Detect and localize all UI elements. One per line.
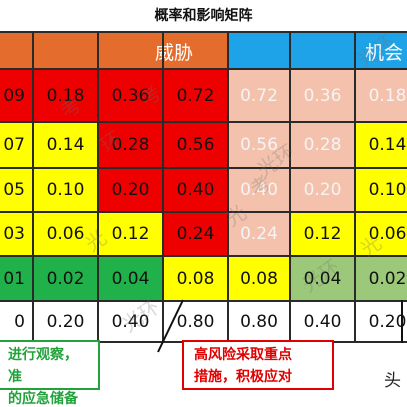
matrix-cell: 0.56 xyxy=(228,122,290,168)
matrix-cell: 0.02 xyxy=(33,256,98,301)
center-note-box: 高风险采取重点 措施，积极应对 xyxy=(182,340,334,390)
row-label: 01 xyxy=(0,256,33,301)
matrix-cell: 0.20 xyxy=(355,301,407,342)
left-note-box: 进行观察，准 的应急储备 xyxy=(0,340,100,407)
matrix-cell: 0.36 xyxy=(290,69,355,122)
matrix-cell: 0.10 xyxy=(33,168,98,212)
matrix-cell: 0.40 xyxy=(290,301,355,342)
matrix-cell: 0.02 xyxy=(355,256,407,301)
grid-line xyxy=(162,33,164,342)
grid-line xyxy=(32,33,34,342)
matrix-cell: 0.24 xyxy=(163,212,228,256)
row-label: 0 xyxy=(0,301,33,342)
matrix-cell: 0.20 xyxy=(290,168,355,212)
center-note-line-1: 高风险采取重点 xyxy=(194,347,292,363)
grid-line xyxy=(0,211,407,213)
matrix-cell: 0.12 xyxy=(98,212,163,256)
matrix-cell: 0.06 xyxy=(33,212,98,256)
matrix-cell: 0.14 xyxy=(33,122,98,168)
chart-title: 概率和影响矩阵 xyxy=(154,8,253,24)
grid-line xyxy=(354,33,356,342)
matrix-cell: 0.08 xyxy=(228,256,290,301)
band-opportunity: 机会 xyxy=(228,33,407,69)
matrix-cell: 0.80 xyxy=(163,301,228,342)
matrix-cell: 0.36 xyxy=(98,69,163,122)
left-note-line-2: 的应急储备 xyxy=(8,391,78,407)
grid-line xyxy=(0,121,407,123)
center-note-line-2: 措施，积极应对 xyxy=(194,369,292,385)
matrix-cell: 0.40 xyxy=(163,168,228,212)
row-label: 05 xyxy=(0,168,33,212)
grid-line xyxy=(227,33,229,342)
left-note-line-1: 进行观察，准 xyxy=(8,347,78,385)
matrix-cell: 0.72 xyxy=(228,69,290,122)
matrix-cell: 0.20 xyxy=(98,168,163,212)
matrix-cell: 0.40 xyxy=(228,168,290,212)
matrix-cell: 0.06 xyxy=(355,212,407,256)
matrix-cell: 0.28 xyxy=(98,122,163,168)
grid-line xyxy=(0,300,407,302)
matrix-cell: 0.24 xyxy=(228,212,290,256)
matrix-cell: 0.08 xyxy=(163,256,228,301)
grid-line xyxy=(0,31,407,33)
matrix-cell: 0.04 xyxy=(98,256,163,301)
matrix-cell: 0.40 xyxy=(98,301,163,342)
row-label: 07 xyxy=(0,122,33,168)
row-label: 03 xyxy=(0,212,33,256)
matrix-cell: 0.72 xyxy=(163,69,228,122)
matrix-cell: 0.56 xyxy=(163,122,228,168)
matrix-cell: 0.10 xyxy=(355,168,407,212)
matrix-cell: 0.04 xyxy=(290,256,355,301)
grid-line xyxy=(289,33,291,342)
matrix-cell: 0.18 xyxy=(355,69,407,122)
matrix-cell: 0.20 xyxy=(33,301,98,342)
matrix-cell: 0.18 xyxy=(33,69,98,122)
grid-line xyxy=(0,68,407,70)
matrix-cell: 0.14 xyxy=(355,122,407,168)
matrix-cell: 0.12 xyxy=(290,212,355,256)
grid-line xyxy=(0,167,407,169)
grid-line xyxy=(0,255,407,257)
brand-mark: 头 xyxy=(384,371,401,391)
matrix-cell: 0.80 xyxy=(228,301,290,342)
matrix-cell: 0.28 xyxy=(290,122,355,168)
grid-line xyxy=(97,33,99,342)
row-label: 09 xyxy=(0,69,33,122)
